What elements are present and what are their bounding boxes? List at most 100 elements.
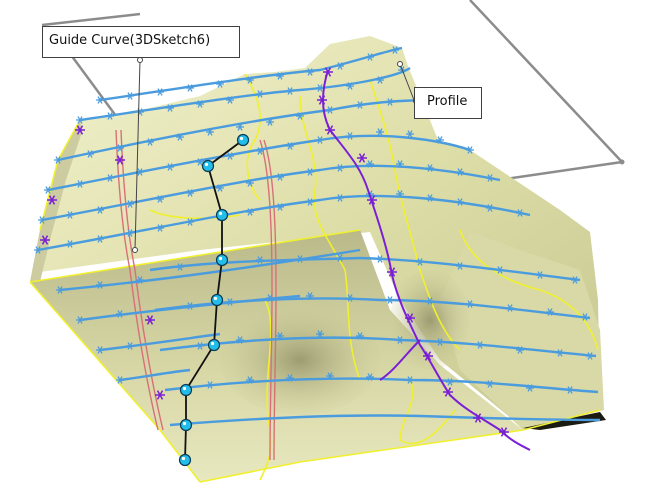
profile-star-marker: [546, 308, 554, 316]
profile-star-marker: [266, 118, 274, 126]
profile-star-marker: [526, 384, 534, 392]
profile-star-marker: [276, 72, 284, 80]
profile-star-marker: [76, 180, 84, 188]
profile-point-marker: [40, 235, 50, 245]
profile-star-marker: [206, 128, 214, 136]
profile-star-marker: [126, 200, 134, 208]
profile-star-marker: [76, 316, 84, 324]
profile-star-marker: [196, 100, 204, 108]
guide-point-handle[interactable]: [236, 133, 250, 147]
profile-star-marker: [356, 101, 364, 109]
profile-star-marker: [96, 96, 104, 104]
profile-star-marker: [136, 276, 144, 284]
guide-point-handle[interactable]: [215, 208, 229, 222]
guide-point-handle[interactable]: [210, 293, 224, 307]
profile-star-marker: [226, 96, 234, 104]
guide-point-handle[interactable]: [201, 159, 215, 173]
profile-star-marker: [486, 380, 494, 388]
profile-star-marker: [446, 378, 454, 386]
profile-point-marker: [325, 125, 335, 135]
profile-star-marker: [236, 336, 244, 344]
guide-point-highlight: [204, 162, 209, 167]
profile-star-marker: [156, 195, 164, 203]
profile-point-marker: [47, 195, 57, 205]
profile-star-marker: [486, 174, 494, 182]
profile-star-marker: [396, 190, 404, 198]
guide-point-handle[interactable]: [178, 453, 192, 467]
profile-star-marker: [466, 146, 474, 154]
profile-star-marker: [306, 292, 314, 300]
profile-star-marker: [196, 342, 204, 350]
profile-star-marker: [376, 255, 384, 263]
profile-star-marker: [296, 112, 304, 120]
profile-star-marker: [396, 336, 404, 344]
profile-star-marker: [166, 163, 174, 171]
profile-star-marker: [366, 53, 374, 61]
profile-star-marker: [286, 374, 294, 382]
profile-star-marker: [256, 147, 264, 155]
profile-star-marker: [516, 346, 524, 354]
profile-star-marker: [476, 341, 484, 349]
profile-star-marker: [456, 198, 464, 206]
profile-star-marker: [336, 254, 344, 262]
profile-star-markers[interactable]: [34, 46, 594, 394]
profile-star-marker: [336, 164, 344, 172]
guide-point-highlight: [218, 256, 223, 261]
profile-star-marker: [556, 349, 564, 357]
profile-star-marker: [486, 204, 494, 212]
profile-star-marker: [96, 346, 104, 354]
profile-callout-label: Profile: [427, 94, 468, 109]
profile-star-marker: [44, 186, 52, 194]
profile-star-marker: [566, 386, 574, 394]
profile-curves[interactable]: [37, 46, 601, 427]
profile-star-marker: [276, 332, 284, 340]
guide-point-highlight: [213, 296, 218, 301]
guide-point-handle[interactable]: [215, 253, 229, 267]
profile-star-marker: [126, 342, 134, 350]
profile-star-marker: [76, 116, 84, 124]
profile-star-marker: [336, 62, 344, 70]
profile-star-marker: [246, 179, 254, 187]
profile-star-marker: [116, 144, 124, 152]
guide-point-handle[interactable]: [179, 383, 193, 397]
profile-star-marker: [226, 298, 234, 306]
guide-point-handle[interactable]: [179, 418, 193, 432]
profile-star-marker: [246, 376, 254, 384]
profile-star-marker: [366, 160, 374, 168]
profile-star-marker: [166, 104, 174, 112]
profile-point-markers[interactable]: [40, 67, 509, 437]
profile-star-marker: [156, 224, 164, 232]
profile-point-marker: [473, 413, 483, 423]
profile-star-marker: [176, 133, 184, 141]
profile-star-marker: [391, 46, 399, 54]
guide-point-handle[interactable]: [207, 338, 221, 352]
profile-star-marker: [346, 82, 354, 90]
profile-star-marker: [106, 174, 114, 182]
profile-callout[interactable]: Profile: [414, 87, 482, 119]
profile-star-marker: [256, 256, 264, 264]
profile-star-marker: [186, 189, 194, 197]
profile-star-marker: [366, 373, 374, 381]
profile-point-marker: [405, 313, 415, 323]
profile-star-marker: [256, 90, 264, 98]
selected-profile[interactable]: [322, 69, 531, 451]
lofted-surface-body[interactable]: [30, 36, 606, 482]
profile-point-marker: [499, 427, 509, 437]
profile-point-marker: [367, 195, 377, 205]
profile-star-marker: [306, 168, 314, 176]
profile-star-marker: [286, 87, 294, 95]
profile-point-marker: [115, 155, 125, 165]
profile-star-marker: [276, 203, 284, 211]
profile-star-marker: [296, 255, 304, 263]
profile-star-marker: [516, 209, 524, 217]
profile-star-marker: [216, 80, 224, 88]
guide-point-highlight: [239, 136, 244, 141]
profile-point-marker: [317, 95, 327, 105]
guide-point-handles[interactable]: [178, 133, 250, 467]
guide-curve-3dsketch6[interactable]: [178, 133, 250, 467]
guide-curve-callout[interactable]: Guide Curve(3DSketch6): [42, 26, 240, 58]
profile-star-marker: [66, 240, 74, 248]
profile-star-marker: [156, 88, 164, 96]
profile-star-marker: [96, 235, 104, 243]
